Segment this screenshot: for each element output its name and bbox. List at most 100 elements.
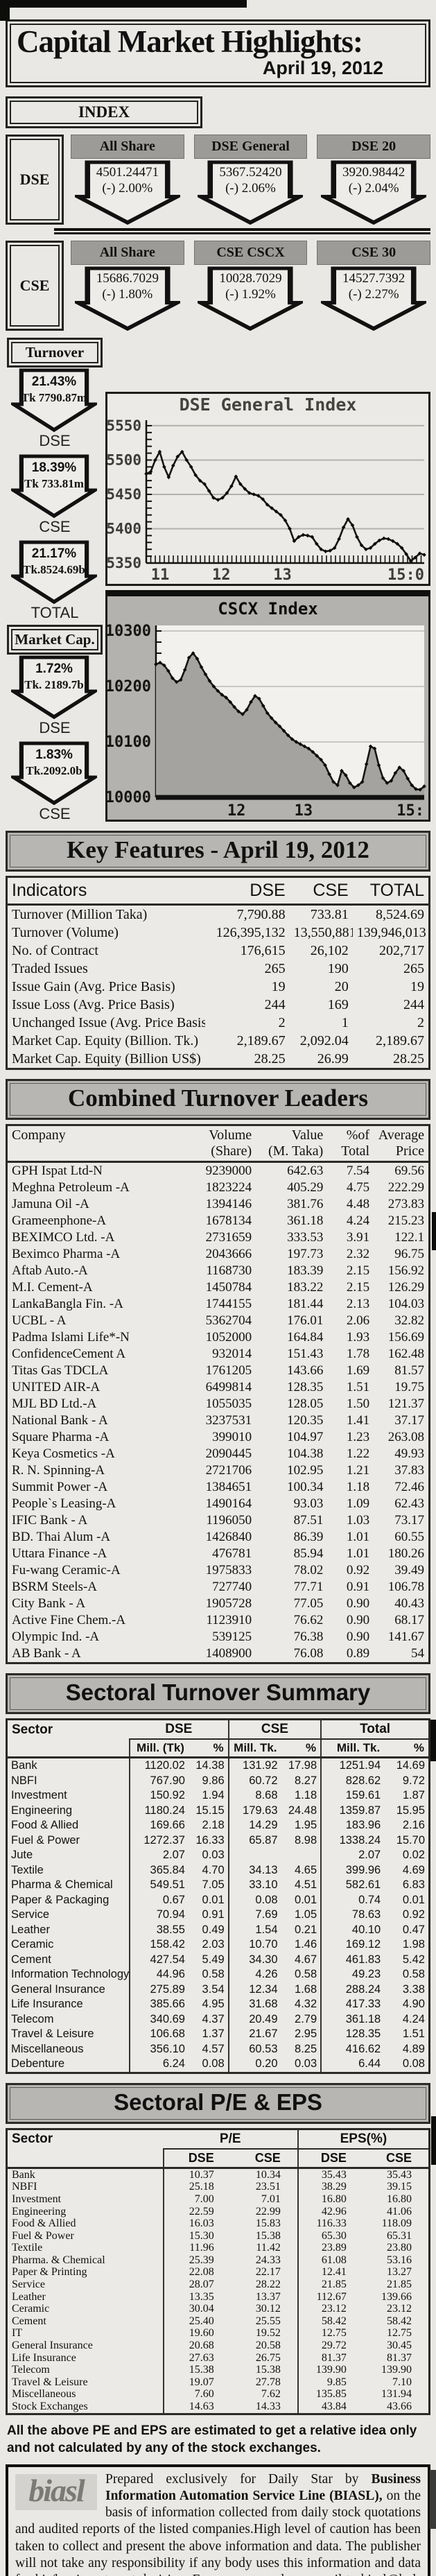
cse-index-row: CSE All Share 15686.7029 (-) 1.80% CSE CS…: [6, 241, 430, 331]
title-box: Capital Market Highlights: April 19, 201…: [6, 19, 430, 88]
index-value: 14527.7392: [342, 271, 406, 286]
middle-zone: Turnover 21.43% Tk 7790.87m DSE 18.39% T…: [0, 336, 436, 822]
col-header: TOTAL: [352, 878, 428, 906]
index-change: (-) 2.00%: [102, 181, 153, 196]
footer-text: on the basis of information collected fr…: [15, 2489, 421, 2576]
table-row: Beximco Pharma -A 2043666 197.73 2.32 96.75: [12, 1247, 424, 1262]
mcap-cse-amount: Tk.2092.0b: [26, 764, 82, 778]
table-row: Service 28.07 28.22 21.85 21.85: [8, 2279, 428, 2291]
col-header: EPS(%): [297, 2129, 428, 2150]
cscx-index-chart: CSCX Index 10000 10100 10200 10300 12 13 15:: [105, 590, 430, 822]
svg-text:5350: 5350: [107, 555, 141, 571]
chart-title: DSE General Index: [179, 395, 357, 415]
table-row: UCBL - A 5362704 176.01 2.06 32.82: [12, 1313, 424, 1329]
table-row: Olympic Ind. -A 539125 76.38 0.90 141.67: [12, 1630, 424, 1645]
footer-text: Prepared exclusively for Daily Star by: [105, 2471, 372, 2487]
index-name: DSE 20: [317, 135, 430, 159]
down-arrow-icon: 21.43% Tk 7790.87m: [11, 368, 97, 433]
col-header: Sector: [12, 2132, 53, 2147]
table-row: Pharma. & Chemical 25.39 24.33 61.08 53.16: [8, 2254, 428, 2267]
col-subheader: DSE: [163, 2148, 231, 2169]
table-row: People`s Leasing-A 1490164 93.03 1.09 62.43: [12, 1496, 424, 1512]
index-name: CSE CSCX: [193, 241, 308, 266]
table-row: Life Insurance 27.63 26.75 81.37 81.37: [8, 2351, 428, 2365]
col-header: P/E: [163, 2129, 299, 2150]
sectoral-pe-table: Sector P/E EPS(%) DSE CSE DSE CSE Bank 10…: [8, 2129, 428, 2413]
table-row: Titas Gas TDCLA 1761205 143.66 1.69 81.57: [12, 1363, 424, 1378]
table-row: Grameenphone-A 1678134 361.18 4.24 215.23: [12, 1213, 424, 1229]
table-row: LankaBangla Fin. -A 1744155 181.44 2.13 104.…: [12, 1297, 424, 1312]
table-row: Textile 11.96 11.42 23.89 23.80: [8, 2242, 428, 2254]
cscx-chart-plot: 10000 10100 10200 10300 12 13 15:: [105, 620, 428, 820]
col-subheader: %: [188, 1739, 229, 1759]
table-row: Summit Power -A 1384651 100.34 1.18 72.46: [12, 1480, 424, 1495]
svg-text:11: 11: [151, 567, 170, 584]
svg-text:10300: 10300: [107, 623, 151, 640]
svg-text:13: 13: [273, 567, 292, 584]
table-row: M.I. Cement-A 1450784 183.22 2.15 126.29: [12, 1280, 424, 1295]
svg-text:12: 12: [227, 802, 246, 820]
table-row: Debenture 6.24 0.08 0.20 0.03 6.44 0.08: [8, 2057, 428, 2072]
index-value: 15686.7029: [96, 271, 159, 286]
svg-text:5450: 5450: [107, 486, 141, 503]
table-row: Service 70.94 0.91 7.69 1.05 78.63 0.92: [8, 1908, 428, 1923]
table-row: Leather 13.35 13.37 112.67 139.66: [8, 2290, 428, 2303]
table-row: Meghna Petroleum -A 1823224 405.29 4.75 222.…: [12, 1180, 424, 1195]
table-row: General Insurance 20.68 20.58 29.72 30.45: [8, 2340, 428, 2352]
table-row: Information Technology 44.96 0.58 4.26 0.58 4…: [8, 1967, 428, 1982]
table-row: Turnover (Million Taka) 7,790.88 733.81 8,5…: [12, 907, 424, 923]
table-row: Telecom 15.38 15.38 139.90 139.90: [8, 2364, 428, 2376]
mcap-dse-label: DSE: [39, 719, 71, 737]
table-row: Miscellaneous 7.60 7.62 135.85 131.94: [8, 2388, 428, 2401]
svg-text:10100: 10100: [107, 734, 151, 751]
svg-text:5400: 5400: [107, 521, 141, 537]
down-arrow-icon: 4501.24471 (-) 2.00%: [74, 160, 180, 225]
table-row: Traded Issues 265 190 265: [12, 961, 424, 977]
turnover-cse-amount: Tk 733.81m: [24, 477, 84, 491]
cse-all-share: All Share 15686.7029 (-) 1.80%: [71, 241, 184, 331]
dse-index-row: DSE All Share 4501.24471 (-) 2.00% DSE Ge…: [6, 135, 430, 225]
mcap-cse-pct: 1.83%: [35, 747, 73, 763]
turnover-total-pct: 21.17%: [31, 546, 77, 562]
key-features-table: Indicators DSE CSE TOTAL Turnover (Milli…: [8, 878, 428, 1068]
index-section-label: INDEX: [6, 96, 202, 129]
col-subheader: DSE: [297, 2148, 363, 2169]
dse-general: DSE General 5367.52420 (-) 2.06%: [193, 135, 308, 225]
index-value: 5367.52420: [219, 165, 282, 180]
table-row: Bank 10.37 10.34 35.43 35.43: [8, 2168, 428, 2181]
table-row: GPH Ispat Ltd-N 9239000 642.63 7.54 69.56: [12, 1164, 424, 1179]
down-arrow-icon: 1.72% Tk. 2189.7b: [11, 655, 97, 720]
key-features-title: Key Features - April 19, 2012: [6, 831, 430, 872]
down-arrow-icon: 1.83% Tk.2092.0b: [11, 741, 97, 806]
table-row: Investment 7.00 7.01 16.80 16.80: [8, 2193, 428, 2206]
index-change: (-) 2.06%: [225, 181, 276, 196]
col-subheader: %: [384, 1739, 428, 1759]
svg-text:5550: 5550: [107, 417, 141, 434]
table-row: Cement 427.54 5.49 34.30 4.67 461.83 5.42: [8, 1952, 428, 1968]
col-header: Total: [321, 1720, 428, 1740]
table-row: Uttara Finance -A 476781 85.94 1.01 180.26: [12, 1546, 424, 1562]
table-row: Food & Allied 16.03 15.83 116.33 118.09: [8, 2218, 428, 2230]
turnover-leaders-table-wrap: Company Volume (Share) Value (M. Taka) %…: [6, 1124, 430, 1665]
table-row: Textile 365.84 4.70 34.13 4.65 399.96 4.69: [8, 1862, 428, 1878]
sectoral-pe-title: Sectoral P/E & EPS: [6, 2082, 430, 2124]
table-row: Ceramic 158.42 2.03 10.70 1.46 169.12 1.98: [8, 1937, 428, 1953]
table-row: BSRM Steels-A 727740 77.71 0.91 106.78: [12, 1580, 424, 1595]
table-row: Issue Loss (Avg. Price Basis) 244 169 244: [12, 997, 424, 1013]
svg-text:15:0: 15:0: [387, 567, 424, 584]
table-row: Fu-wang Ceramic-A 1975833 78.02 0.92 39.49: [12, 1563, 424, 1578]
pe-eps-note: All the above PE and EPS are estimated t…: [7, 2423, 417, 2456]
table-row: Market Cap. Equity (Billion US$) 28.25 26.…: [12, 1051, 424, 1067]
col-header: DSE: [205, 878, 290, 906]
table-row: NBFI 767.90 9.86 60.72 8.27 828.62 9.72: [8, 1773, 428, 1789]
table-row: General Insurance 275.89 3.54 12.34 1.68 288.…: [8, 1982, 428, 1998]
scan-artifact: [431, 2116, 436, 2165]
col-subheader: CSE: [363, 2148, 428, 2169]
table-row: Jamuna Oil -A 1394146 381.76 4.48 273.83: [12, 1197, 424, 1212]
col-header: DSE: [130, 1720, 229, 1740]
index-value: 4501.24471: [96, 165, 159, 180]
index-value: 10028.7029: [219, 271, 282, 286]
scan-artifact: [0, 0, 10, 21]
turnover-total-amount: Tk.8524.69b: [23, 563, 85, 577]
table-row: Turnover (Volume) 126,395,132 13,550,881 13…: [12, 925, 426, 941]
